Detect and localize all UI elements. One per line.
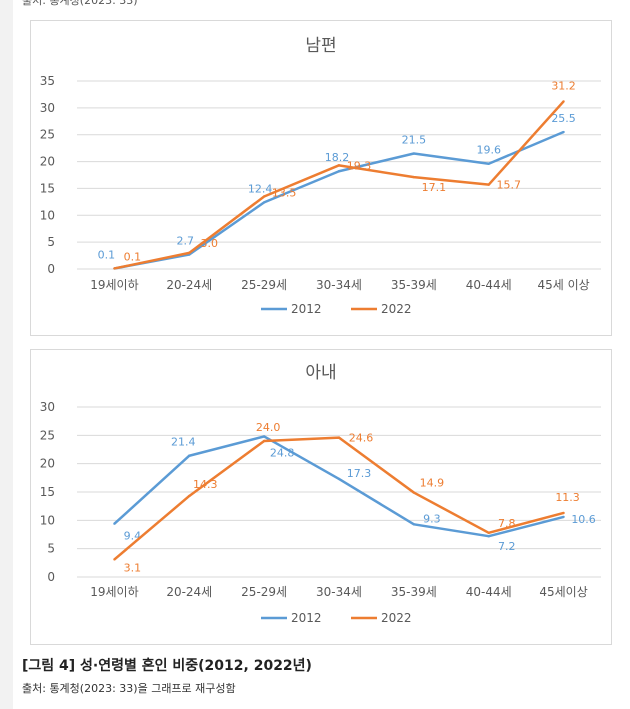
y-tick-label: 25 (40, 128, 55, 142)
x-tick-label: 35-39세 (391, 585, 437, 599)
data-label-2022: 7.8 (498, 517, 516, 530)
data-point-2022 (113, 558, 116, 561)
page-left-margin (0, 0, 13, 709)
legend-label-2022: 2022 (381, 611, 412, 625)
y-tick-label: 0 (47, 570, 55, 584)
y-tick-label: 20 (40, 155, 55, 169)
data-label-2022: 24.6 (349, 432, 374, 445)
data-point-2022 (188, 251, 191, 255)
data-label-2012: 2.7 (177, 234, 195, 247)
y-tick-label: 0 (47, 262, 55, 276)
data-label-2012: 0.1 (98, 248, 116, 261)
data-label-2022: 3.1 (124, 561, 142, 574)
data-point-2022 (262, 195, 266, 198)
figure-source: 출처: 통계청(2023: 33)을 그래프로 재구성함 (22, 682, 236, 695)
data-point-2022 (412, 175, 416, 179)
x-tick-label: 20-24세 (166, 585, 212, 599)
data-label-2012: 25.5 (551, 112, 576, 125)
legend-label-2012: 2012 (291, 611, 322, 625)
data-point-2022 (113, 267, 116, 270)
chart-title: 남편 (305, 36, 336, 56)
data-point-2012 (487, 535, 490, 538)
data-point-2022 (487, 183, 490, 186)
x-tick-label: 25-29세 (241, 585, 287, 599)
x-tick-label: 30-34세 (316, 278, 362, 292)
data-point-2012 (412, 523, 416, 526)
data-label-2022: 17.1 (422, 181, 447, 194)
cutoff-source-text: 출처: 통계청(2023: 33) (22, 0, 138, 7)
data-label-2022: 15.7 (496, 179, 521, 192)
data-label-2022: 3.0 (201, 237, 219, 250)
data-point-2012 (113, 522, 116, 525)
data-point-2022 (337, 164, 341, 167)
chart-title: 아내 (305, 363, 336, 383)
x-tick-label: 45세 이상 (537, 278, 589, 292)
y-tick-label: 5 (47, 542, 55, 556)
data-label-2012: 17.3 (347, 467, 372, 480)
y-tick-label: 30 (40, 400, 55, 414)
x-tick-label: 25-29세 (241, 278, 287, 292)
y-tick-label: 10 (40, 513, 55, 527)
data-label-2012: 19.6 (476, 144, 501, 157)
x-tick-label: 19세이하 (90, 278, 138, 292)
data-point-2022 (188, 494, 191, 498)
y-tick-label: 30 (40, 101, 55, 115)
data-point-2022 (487, 531, 490, 534)
y-tick-label: 20 (40, 457, 55, 471)
data-point-2022 (562, 100, 565, 103)
data-label-2022: 19.3 (347, 159, 372, 172)
data-label-2012: 21.5 (402, 134, 427, 147)
x-tick-label: 45세이상 (539, 585, 587, 599)
data-label-2022: 24.0 (256, 421, 281, 434)
legend-label-2022: 2022 (381, 302, 412, 316)
data-point-2012 (262, 201, 266, 204)
data-point-2012 (487, 162, 490, 165)
data-label-2022: 13.5 (272, 186, 297, 199)
data-point-2012 (337, 477, 341, 481)
data-label-2012: 7.2 (498, 540, 516, 553)
x-tick-label: 40-44세 (466, 278, 512, 292)
data-label-2022: 31.2 (551, 79, 576, 92)
data-point-2012 (562, 130, 565, 134)
data-point-2012 (412, 152, 416, 155)
y-tick-label: 5 (47, 235, 55, 249)
legend-label-2012: 2012 (291, 302, 322, 316)
data-label-2012: 18.2 (325, 151, 350, 164)
x-tick-label: 40-44세 (466, 585, 512, 599)
series-line-2012 (113, 435, 564, 538)
data-point-2012 (262, 435, 266, 438)
y-tick-label: 15 (40, 485, 55, 499)
wife-chart-svg: 아내 0 5 10 15 20 25 30 19세이하 20-24세 25-29세 30-34세 35-… (40, 363, 601, 625)
y-tick-label: 25 (40, 428, 55, 442)
data-label-2012: 24.8 (270, 446, 295, 459)
data-label-2012: 9.4 (124, 530, 142, 543)
x-tick-label: 19세이하 (90, 585, 138, 599)
husband-chart: 남편 0 5 10 15 20 25 30 35 19세이하 20-24세 25-29세 30-34세 3… (30, 20, 612, 336)
data-point-2012 (188, 454, 191, 457)
data-label-2012: 9.3 (423, 512, 441, 525)
y-tick-label: 15 (40, 181, 55, 195)
data-point-2022 (412, 491, 416, 494)
series-line-2022 (113, 436, 564, 561)
data-point-2022 (337, 436, 341, 439)
data-point-2012 (562, 515, 565, 519)
data-label-2012: 21.4 (171, 436, 196, 449)
data-label-2022: 0.1 (124, 250, 142, 263)
x-tick-label: 35-39세 (391, 278, 437, 292)
data-point-2012 (337, 170, 341, 173)
data-label-2012: 12.4 (248, 182, 273, 195)
data-point-2022 (262, 439, 266, 443)
husband-chart-svg: 남편 0 5 10 15 20 25 30 35 19세이하 20-24세 25-29세 30-34세 3… (40, 36, 601, 316)
x-tick-label: 30-34세 (316, 585, 362, 599)
data-point-2022 (562, 511, 565, 515)
data-label-2012: 10.6 (571, 513, 596, 526)
x-tick-label: 20-24세 (166, 278, 212, 292)
wife-chart: 아내 0 5 10 15 20 25 30 19세이하 20-24세 25-29세 30-34세 35-… (30, 349, 612, 645)
figure-caption: [그림 4] 성·연령별 혼인 비중(2012, 2022년) (22, 658, 312, 674)
y-tick-label: 35 (40, 74, 55, 88)
data-label-2022: 11.3 (555, 491, 580, 504)
y-tick-label: 10 (40, 208, 55, 222)
data-label-2022: 14.9 (420, 477, 445, 490)
data-label-2022: 14.3 (193, 478, 218, 491)
